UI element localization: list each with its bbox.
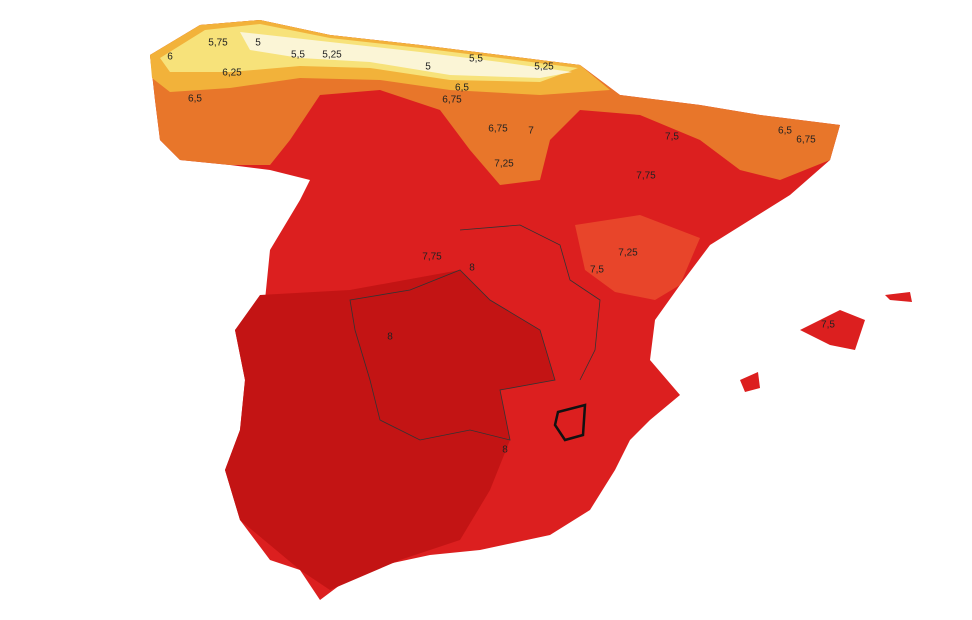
contour-label: 7,5 xyxy=(821,320,835,331)
contour-label: 6,75 xyxy=(796,135,816,146)
warm-zone xyxy=(225,270,555,590)
contour-label: 5 xyxy=(255,38,261,49)
contour-label: 6,25 xyxy=(222,68,242,79)
contour-label: 6 xyxy=(167,52,173,63)
contour-label: 7,75 xyxy=(636,171,656,182)
contour-label: 7,5 xyxy=(590,265,604,276)
contour-label: 5,5 xyxy=(469,54,483,65)
contour-label: 6,5 xyxy=(778,126,792,137)
region-borders xyxy=(349,224,601,441)
murcia-outline xyxy=(553,403,587,442)
contour-label: 7 xyxy=(528,126,534,137)
contour-label: 7,25 xyxy=(618,248,638,259)
contour-label: 8 xyxy=(502,445,508,456)
mallorca xyxy=(800,310,865,350)
contour-label: 8 xyxy=(387,332,393,343)
contour-label: 7,75 xyxy=(422,252,442,263)
contour-label: 5 xyxy=(425,62,431,73)
contour-label: 6,75 xyxy=(442,95,462,106)
contour-label: 5,5 xyxy=(291,50,305,61)
contour-label: 6,5 xyxy=(455,83,469,94)
east-zone xyxy=(575,215,700,300)
contour-label: 5,75 xyxy=(208,38,228,49)
contour-label: 6,75 xyxy=(488,124,508,135)
contour-label: 8 xyxy=(469,263,475,274)
contour-label: 6,5 xyxy=(188,94,202,105)
ibiza xyxy=(740,372,760,392)
contour-label: 7,25 xyxy=(494,159,514,170)
contour-label: 7,5 xyxy=(665,132,679,143)
menorca xyxy=(885,292,912,302)
coldest-zone xyxy=(240,32,572,78)
contour-label: 5,25 xyxy=(322,50,342,61)
contour-label: 5,25 xyxy=(534,62,554,73)
